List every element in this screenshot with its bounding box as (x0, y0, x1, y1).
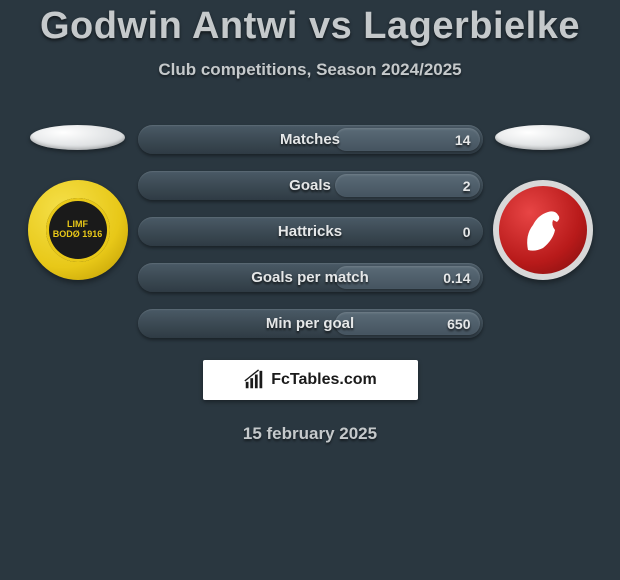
stat-bar: Goals2 (138, 171, 483, 200)
stat-value-right: 650 (447, 316, 470, 332)
subtitle: Club competitions, Season 2024/2025 (158, 60, 461, 80)
stat-label: Goals (138, 177, 483, 194)
stat-value-right: 2 (463, 178, 471, 194)
stat-value-right: 0 (463, 224, 471, 240)
stat-bar: Matches14 (138, 125, 483, 154)
player-marker-right (495, 125, 590, 150)
infographic-root: Godwin Antwi vs Lagerbielke Club competi… (0, 0, 620, 444)
club-crest-right (493, 180, 593, 280)
stat-value-right: 0.14 (443, 270, 470, 286)
crest-left-text: LIMF BODØ 1916 (53, 220, 103, 240)
stat-label: Hattricks (138, 223, 483, 240)
right-column (483, 125, 603, 280)
stat-bar: Goals per match0.14 (138, 263, 483, 292)
stats-area: LIMF BODØ 1916 Matches14Goals2Hattricks0… (0, 125, 620, 338)
left-column: LIMF BODØ 1916 (18, 125, 138, 280)
page-title: Godwin Antwi vs Lagerbielke (40, 5, 580, 48)
brand-box[interactable]: FcTables.com (203, 360, 418, 400)
stat-value-right: 14 (455, 132, 471, 148)
stat-label: Matches (138, 131, 483, 148)
brand-text: FcTables.com (271, 371, 377, 389)
stat-bar: Min per goal650 (138, 309, 483, 338)
stat-bar: Hattricks0 (138, 217, 483, 246)
horse-icon (513, 200, 573, 260)
crest-left-line1: LIMF (67, 219, 88, 229)
date-text: 15 february 2025 (243, 424, 377, 444)
chart-icon (243, 369, 265, 391)
stats-bars: Matches14 Goals2 Hattricks0 Goals per match… (138, 125, 483, 338)
stat-label: Min per goal (138, 315, 483, 332)
club-crest-left: LIMF BODØ 1916 (28, 180, 128, 280)
stat-label: Goals per match (138, 269, 483, 286)
crest-left-line2: BODØ 1916 (53, 229, 103, 239)
player-marker-left (30, 125, 125, 150)
